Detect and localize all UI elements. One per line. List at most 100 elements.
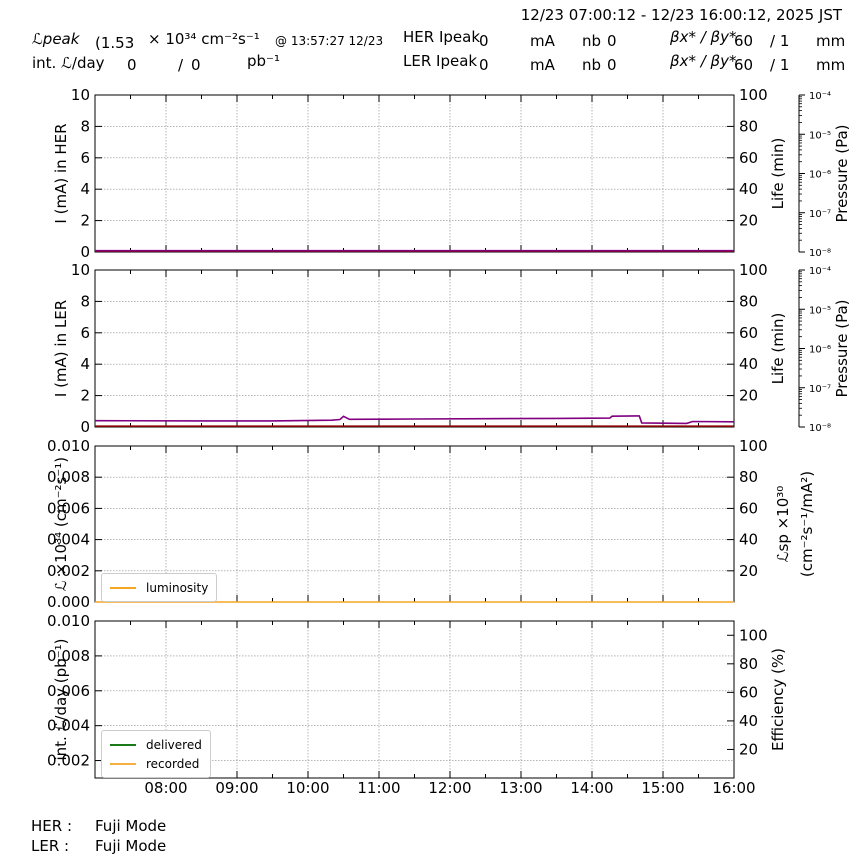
her-y-tick-label: 2 (80, 212, 90, 230)
her-y3-tick-label: 10⁻⁷ (809, 209, 831, 220)
intl-y2-tick-label: 80 (739, 655, 758, 673)
lum-y-tick-label: 0.010 (47, 437, 90, 455)
her-beta-label: βx* / βy* (670, 28, 737, 46)
her-y3label: Pressure (Pa) (833, 124, 851, 222)
ler-nb-value: 0 (607, 56, 617, 74)
ler-ipeak-unit: mA (530, 56, 555, 74)
lum-y2-tick-label: 100 (739, 437, 768, 455)
recorded-swatch (110, 762, 136, 765)
intl-legend: delivered recorded (101, 730, 211, 778)
her-frame (94, 94, 735, 253)
ler-y2label: Life (min) (769, 313, 787, 385)
her-ipeak-unit: mA (530, 32, 555, 50)
intl-y2-tick-label: 60 (739, 683, 758, 701)
ler-beta-x: 60 (734, 56, 754, 74)
intl-y-tick-label: 0.006 (47, 682, 90, 700)
intl-y2-tick-label: 100 (739, 626, 768, 644)
intl-value2: 0 (191, 56, 201, 74)
lum-y-tick-label: 0.004 (47, 531, 90, 549)
ler-y3-tick-label: 10⁻⁸ (809, 423, 831, 434)
her-y2label: Life (min) (769, 138, 787, 210)
her-ylabel: I (mA) in HER (52, 123, 70, 223)
ler-frame (94, 269, 735, 428)
recorded-legend-label: recorded (146, 756, 200, 771)
ler-y2-tick-label: 20 (739, 387, 758, 405)
time-range: 12/23 07:00:12 - 12/23 16:00:12, 2025 JS… (520, 6, 842, 24)
intl-y-tick-label: 0.008 (47, 647, 90, 665)
ler-y-tick-label: 4 (80, 355, 90, 373)
ler-y3-tick-label: 10⁻⁶ (809, 345, 831, 356)
ler-y2-tick-label: 100 (739, 261, 768, 279)
footer-ler-label: LER : (31, 837, 70, 855)
ler-y-tick-label: 2 (80, 387, 90, 405)
her-y2-tick-label: 100 (739, 86, 768, 104)
intl-label: int. ℒ/day (32, 54, 105, 72)
lpeak-value: (1.53 (95, 34, 135, 52)
lum-y-tick-label: 0.006 (47, 499, 90, 517)
ler-beta-label: βx* / βy* (670, 52, 737, 70)
x-tick-label: 11:00 (357, 779, 400, 797)
lum-y2-tick-label: 60 (739, 499, 758, 517)
x-tick-label: 09:00 (215, 779, 258, 797)
intl-y-tick-label: 0.002 (47, 752, 90, 770)
lum-y2-tick-label: 20 (739, 562, 758, 580)
ler-y-tick-label: 0 (80, 418, 90, 436)
x-tick-label: 10:00 (286, 779, 329, 797)
ler-y2-tick-label: 40 (739, 355, 758, 373)
intl-y2-tick-label: 40 (739, 712, 758, 730)
her-y2-tick-label: 80 (739, 117, 758, 135)
ler-y3label: Pressure (Pa) (833, 299, 851, 397)
intl-unit: pb⁻¹ (247, 52, 280, 70)
her-ipeak-value: 0 (479, 32, 489, 50)
lum-y-tick-label: 0.000 (47, 593, 90, 611)
ler-y3-tick-label: 10⁻⁷ (809, 384, 831, 395)
delivered-legend-label: delivered (146, 737, 202, 752)
intl-sep: / (178, 56, 184, 74)
lum-y-tick-label: 0.002 (47, 562, 90, 580)
footer-her-label: HER : (31, 817, 73, 835)
her-y3-tick-label: 10⁻⁸ (809, 248, 831, 259)
her-beta-y: / 1 (770, 32, 790, 50)
ler-ylabel: I (mA) in LER (52, 300, 70, 397)
her-y3-tick-label: 10⁻⁶ (809, 170, 831, 181)
ler-y-tick-label: 6 (80, 324, 90, 342)
ler-series-life (94, 415, 735, 425)
luminosity-legend: luminosity (101, 573, 218, 602)
luminosity-swatch (110, 586, 136, 589)
her-beta-x: 60 (734, 32, 754, 50)
lum-y2label-line2: (cm⁻²s⁻¹/mA²) (798, 471, 816, 577)
x-tick-label: 14:00 (570, 779, 613, 797)
intl-frame (94, 620, 735, 779)
her-y-tick-label: 10 (71, 86, 90, 104)
her-y2-tick-label: 20 (739, 212, 758, 230)
x-tick-label: 15:00 (641, 779, 684, 797)
ler-ipeak-label: LER Ipeak (403, 52, 478, 70)
ler-nb-label: nb (582, 56, 602, 74)
lum-y2label-line1: ℒsp ×10³⁰ (774, 486, 792, 563)
lpeak-time: @ 13:57:27 12/23 (275, 34, 384, 48)
footer-ler-mode: Fuji Mode (95, 837, 167, 855)
lum-ylabel: ℒ ×10³⁴ (cm⁻²s⁻¹) (52, 457, 70, 591)
ler-y3-tick-label: 10⁻⁵ (809, 305, 831, 316)
intl-ylabel: int. ℒ/day (pb⁻¹) (52, 639, 70, 761)
lum-y2-tick-label: 40 (739, 531, 758, 549)
x-tick-label: 13:00 (499, 779, 542, 797)
ler-beta-unit: mm (816, 56, 846, 74)
lum-y2-tick-label: 80 (739, 468, 758, 486)
ler-y3-tick-label: 10⁻⁴ (809, 266, 831, 277)
her-y-tick-label: 6 (80, 149, 90, 167)
lum-y-tick-label: 0.008 (47, 468, 90, 486)
x-tick-label: 12:00 (428, 779, 471, 797)
ler-beta-y: / 1 (770, 56, 790, 74)
ler-y2-tick-label: 60 (739, 324, 758, 342)
intl-y2-tick-label: 20 (739, 740, 758, 758)
lpeak-label: ℒpeak (32, 30, 80, 48)
intl-y-tick-label: 0.010 (47, 612, 90, 630)
her-y3-tick-label: 10⁻⁴ (809, 91, 831, 102)
her-ipeak-label: HER Ipeak (403, 28, 480, 46)
her-y2-tick-label: 40 (739, 180, 758, 198)
her-beta-unit: mm (816, 32, 846, 50)
x-tick-label: 08:00 (144, 779, 187, 797)
ler-y2-tick-label: 80 (739, 292, 758, 310)
her-y-tick-label: 4 (80, 180, 90, 198)
